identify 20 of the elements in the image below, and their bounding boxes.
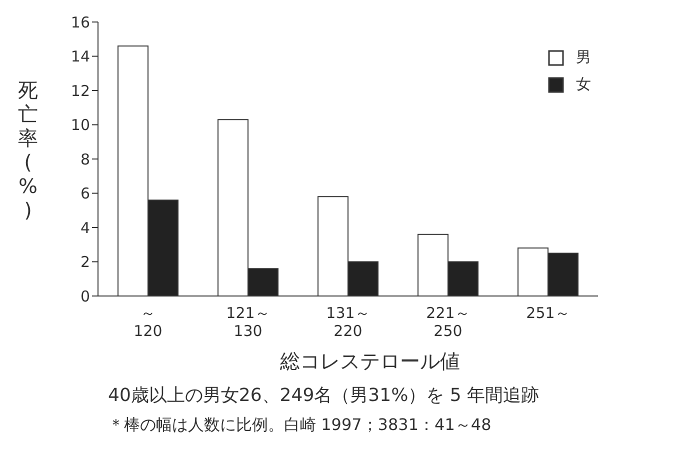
x-tick-label: ～ 120 [134,304,162,340]
y-tick-label: 10 [70,116,90,134]
legend-label: 男 [576,48,591,67]
text: 40歳以上の男女26、249名（男31%）を 5 年間追跡 [107,384,540,407]
y-tick-label: 16 [70,13,90,32]
y-tick-label: 4 [80,218,90,237]
y-tick-label: 8 [80,150,90,168]
x-tick-label: 221～ 250 [426,304,470,340]
y-axis-title: 死亡率(%) [17,78,39,222]
y-tick-label: 2 [80,253,90,272]
x-tick-label: 131～ 220 [326,304,370,340]
x-tick-label: 251～ [526,304,570,322]
text: ＊棒の幅は人数に比例。白崎 1997；3831：41～48 [107,415,492,436]
legend-label: 女 [576,75,591,94]
y-tick-label: 14 [70,48,90,66]
y-tick-label: 12 [70,82,90,100]
x-axis-title: 総コレステロール値 [279,348,461,375]
y-tick-label: 0 [80,287,90,306]
x-tick-label: 121～ 130 [226,304,270,340]
y-tick-label: 6 [80,184,90,203]
